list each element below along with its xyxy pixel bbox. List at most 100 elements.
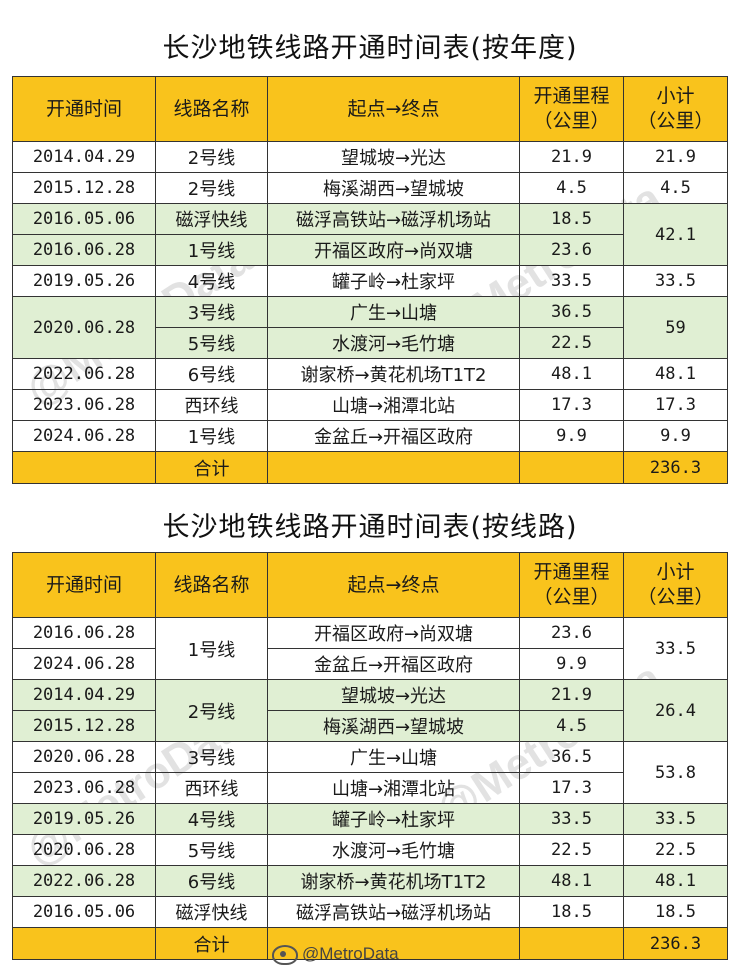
date-cell: 2020.06.28 [12,296,156,359]
table-row: 2019.05.26 4号线 罐子岭→杜家坪 33.5 33.5 [12,265,728,297]
subtotal-cell: 42.1 [623,203,728,266]
total-row: 合计 236.3 [12,927,728,960]
header-date: 开通时间 [12,552,156,618]
total-label: 合计 [155,927,268,960]
line-cell: 6号线 [155,358,268,390]
mileage-cell: 18.5 [519,203,624,235]
table-row: 2016.05.06 磁浮快线 磁浮高铁站→磁浮机场站 18.5 18.5 [12,896,728,928]
route-cell: 山塘→湘潭北站 [267,772,520,804]
date-cell: 2016.06.28 [12,617,156,649]
mileage-cell: 17.3 [519,389,624,421]
subtotal-cell: 48.1 [623,865,728,897]
date-cell: 2014.04.29 [12,141,156,173]
table-row: 2024.06.28 1号线 金盆丘→开福区政府 9.9 9.9 [12,420,728,452]
line-cell: 西环线 [155,389,268,421]
header-date: 开通时间 [12,76,156,142]
route-cell: 罐子岭→杜家坪 [267,265,520,297]
route-cell: 广生→山塘 [267,296,520,328]
total-empty-cell [12,927,156,960]
line-cell: 3号线 [155,741,268,773]
date-cell: 2022.06.28 [12,358,156,390]
subtotal-cell: 33.5 [623,803,728,835]
route-cell: 磁浮高铁站→磁浮机场站 [267,896,520,928]
table-row: 2020.06.28 5号线 水渡河→毛竹塘 22.5 22.5 [12,834,728,866]
mileage-cell: 36.5 [519,741,624,773]
mileage-cell: 9.9 [519,648,624,680]
header-line: 线路名称 [155,552,268,618]
line-cell: 1号线 [155,420,268,452]
subtotal-cell: 33.5 [623,617,728,680]
table-row: 2024.06.28 金盆丘→开福区政府 9.9 [12,648,728,680]
mileage-cell: 48.1 [519,358,624,390]
route-cell: 望城坡→光达 [267,679,520,711]
mileage-cell: 21.9 [519,679,624,711]
route-cell: 磁浮高铁站→磁浮机场站 [267,203,520,235]
date-cell: 2023.06.28 [12,772,156,804]
subtotal-cell: 33.5 [623,265,728,297]
route-cell: 开福区政府→尚双塘 [267,234,520,266]
table-row: 2016.06.28 1号线 开福区政府→尚双塘 23.6 [12,234,728,266]
subtotal-cell: 18.5 [623,896,728,928]
subtotal-cell: 22.5 [623,834,728,866]
table-row: 2022.06.28 6号线 谢家桥→黄花机场T1T2 48.1 48.1 [12,358,728,390]
line-cell: 磁浮快线 [155,896,268,928]
line-cell: 3号线 [155,296,268,328]
total-empty-cell [519,927,624,960]
date-cell: 2019.05.26 [12,803,156,835]
table-row: 2022.06.28 6号线 谢家桥→黄花机场T1T2 48.1 48.1 [12,865,728,897]
subtotal-cell: 21.9 [623,141,728,173]
route-cell: 谢家桥→黄花机场T1T2 [267,865,520,897]
line-cell: 2号线 [155,679,268,742]
date-cell: 2016.05.06 [12,896,156,928]
line-cell: 1号线 [155,234,268,266]
table-row: 2015.12.28 梅溪湖西→望城坡 4.5 [12,710,728,742]
total-empty-cell [519,451,624,484]
date-cell: 2024.06.28 [12,420,156,452]
route-cell: 水渡河→毛竹塘 [267,327,520,359]
date-cell: 2016.05.06 [12,203,156,235]
date-cell: 2024.06.28 [12,648,156,680]
subtotal-cell: 4.5 [623,172,728,204]
table-row: 2016.05.06 磁浮快线 磁浮高铁站→磁浮机场站 18.5 42.1 [12,203,728,266]
route-cell: 梅溪湖西→望城坡 [267,710,520,742]
header-subtotal: 小计 （公里） [623,76,728,142]
mileage-cell: 33.5 [519,803,624,835]
subtotal-cell: 9.9 [623,420,728,452]
subtotal-cell: 48.1 [623,358,728,390]
route-cell: 谢家桥→黄花机场T1T2 [267,358,520,390]
line-cell: 2号线 [155,172,268,204]
total-value: 236.3 [623,451,728,484]
mileage-cell: 4.5 [519,172,624,204]
total-row: 合计 236.3 [12,451,728,484]
line-cell: 磁浮快线 [155,203,268,235]
mileage-cell: 18.5 [519,896,624,928]
line-cell: 4号线 [155,803,268,835]
date-cell: 2020.06.28 [12,741,156,773]
date-cell: 2015.12.28 [12,172,156,204]
table-row: 2014.04.29 2号线 望城坡→光达 21.9 26.4 [12,679,728,742]
route-cell: 山塘→湘潭北站 [267,389,520,421]
line-cell: 4号线 [155,265,268,297]
route-cell: 金盆丘→开福区政府 [267,648,520,680]
header-subtotal: 小计 （公里） [623,552,728,618]
route-cell: 金盆丘→开福区政府 [267,420,520,452]
route-cell: 广生→山塘 [267,741,520,773]
date-cell: 2023.06.28 [12,389,156,421]
total-empty-cell [267,451,520,484]
mileage-cell: 9.9 [519,420,624,452]
schedule-table-by-year: 开通时间 线路名称 起点→终点 开通里程 （公里） 小计 （公里） 2014.04.… [12,76,728,484]
table-row: 2019.05.26 4号线 罐子岭→杜家坪 33.5 33.5 [12,803,728,835]
line-cell: 5号线 [155,327,268,359]
footer-watermark: @MetroData [272,944,399,965]
date-cell: 2015.12.28 [12,710,156,742]
route-cell: 罐子岭→杜家坪 [267,803,520,835]
date-cell: 2014.04.29 [12,679,156,711]
header-row: 开通时间 线路名称 起点→终点 开通里程 （公里） 小计 （公里） [12,76,728,142]
header-mileage: 开通里程 （公里） [519,552,624,618]
table-row: 5号线 水渡河→毛竹塘 22.5 [13,327,728,359]
footer-watermark-text: @MetroData [302,944,399,963]
header-mileage: 开通里程 （公里） [519,76,624,142]
weibo-icon [272,944,298,965]
mileage-cell: 36.5 [519,296,624,328]
header-row: 开通时间 线路名称 起点→终点 开通里程 （公里） 小计 （公里） [12,552,728,618]
